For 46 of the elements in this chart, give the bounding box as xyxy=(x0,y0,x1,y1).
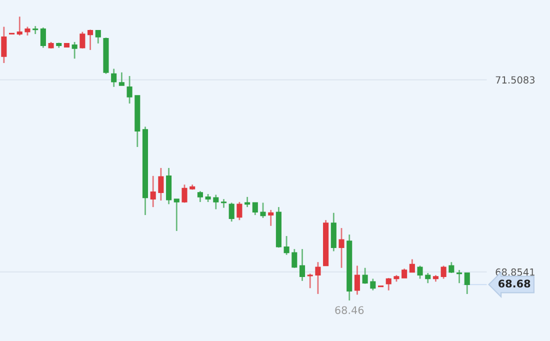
candlestick xyxy=(220,198,227,208)
candlestick xyxy=(228,202,234,222)
candlestick xyxy=(456,269,462,284)
candlestick xyxy=(158,167,164,202)
candlestick xyxy=(284,235,290,256)
candlestick xyxy=(409,258,415,273)
candlestick xyxy=(40,26,46,48)
candlestick xyxy=(182,184,188,204)
ref-line-label: 68.68 xyxy=(498,280,530,288)
candlestick xyxy=(362,267,368,284)
candlestick xyxy=(1,26,7,64)
candlestick xyxy=(174,198,180,232)
candlestick xyxy=(307,272,313,289)
candlestick xyxy=(417,265,423,280)
y-tick-label: 71.5083 xyxy=(496,76,535,84)
candlestick xyxy=(72,41,78,60)
y-tick-label: 68.8541 xyxy=(496,268,534,276)
candlestick xyxy=(197,190,203,203)
candlestick xyxy=(440,265,446,280)
candlestick xyxy=(244,196,250,208)
candlestick xyxy=(150,175,156,208)
candlestick xyxy=(111,68,117,88)
candlestick xyxy=(268,209,274,227)
candlestick xyxy=(88,28,94,51)
candlestick xyxy=(299,248,306,282)
candlestick xyxy=(402,268,408,279)
candlestick xyxy=(252,202,258,216)
candlestick xyxy=(370,278,376,292)
candlestick xyxy=(126,75,132,104)
candlestick xyxy=(80,31,86,50)
candlestick xyxy=(118,72,124,86)
candlestick xyxy=(338,227,344,269)
annotation: 68.46 xyxy=(335,306,364,314)
candlestick xyxy=(315,261,321,295)
candlestick xyxy=(260,202,266,219)
candlestick xyxy=(464,272,470,295)
candlestick xyxy=(425,272,431,284)
candlestick xyxy=(95,30,101,44)
candlestick xyxy=(448,261,454,274)
candlestick xyxy=(166,167,172,205)
candlestick xyxy=(16,16,22,36)
candlestick xyxy=(213,194,219,210)
candlestick xyxy=(236,201,242,221)
candlestick xyxy=(386,277,392,292)
candlestick xyxy=(292,248,298,269)
candlestick xyxy=(354,265,360,296)
